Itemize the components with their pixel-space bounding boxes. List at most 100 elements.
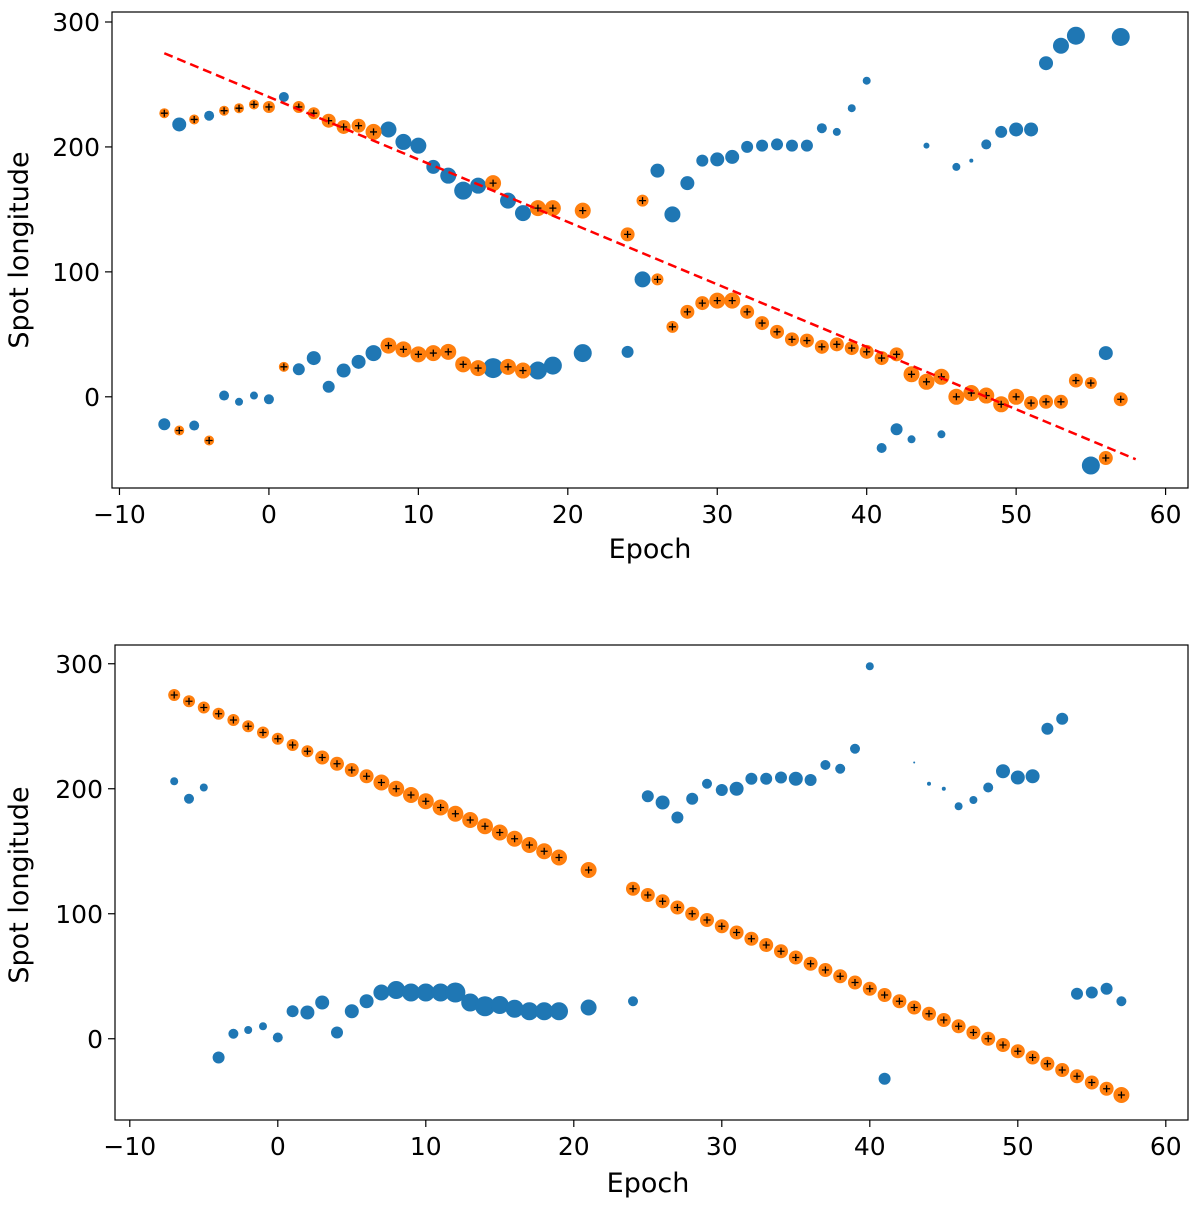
plus-marker <box>1103 1085 1111 1093</box>
fit-line <box>163 52 1137 461</box>
series-1-point <box>680 176 695 191</box>
series-1-point <box>913 761 916 764</box>
series-1-point <box>995 125 1008 138</box>
series-1-point <box>621 345 634 358</box>
series-1-point <box>1009 122 1024 137</box>
series-1-point <box>800 139 813 152</box>
plus-marker <box>392 785 400 793</box>
series-1-point <box>331 1026 343 1039</box>
plus-marker <box>653 275 661 283</box>
plus-marker <box>1117 1091 1125 1099</box>
series-1-point <box>170 777 179 786</box>
series-1-point <box>259 1022 267 1031</box>
plot-frame <box>111 11 1189 489</box>
plus-marker <box>451 810 459 818</box>
plus-marker <box>459 360 467 368</box>
x-tick-label: 60 <box>1150 1132 1182 1161</box>
series-1-point <box>702 778 712 789</box>
series-1-point <box>204 110 215 121</box>
plus-marker <box>821 966 829 974</box>
plus-marker <box>274 735 282 743</box>
series-1-point <box>359 994 374 1009</box>
series-1-point <box>184 793 194 804</box>
plus-marker <box>555 854 563 861</box>
x-axis-label: Epoch <box>609 534 692 565</box>
plus-marker <box>1042 398 1050 406</box>
plus-marker <box>205 437 213 445</box>
series-1-point <box>306 351 321 366</box>
plus-marker <box>185 697 193 705</box>
plus-marker <box>579 207 587 215</box>
series-1-point <box>804 774 817 786</box>
plus-marker <box>534 204 542 212</box>
x-tick-label: −10 <box>93 500 146 529</box>
series-1-point <box>725 149 740 164</box>
x-tick-label: 50 <box>1002 1132 1034 1161</box>
plus-marker <box>893 350 901 358</box>
series-1-point <box>788 771 803 786</box>
plus-marker <box>895 997 903 1005</box>
plus-marker <box>807 960 815 968</box>
plus-marker <box>881 991 889 999</box>
plus-marker <box>673 904 681 911</box>
plus-marker <box>851 979 859 986</box>
series-1-point <box>710 152 725 167</box>
series-1-point <box>387 981 406 999</box>
series-1-point <box>937 430 946 439</box>
plus-marker <box>481 822 489 830</box>
series-1-point <box>745 772 758 785</box>
plus-marker <box>1102 454 1110 462</box>
plus-marker <box>952 393 960 401</box>
series-1-point <box>189 420 200 431</box>
plus-marker <box>1012 393 1020 401</box>
series-1-point <box>228 1028 239 1039</box>
series-1-point <box>410 137 427 154</box>
plus-marker <box>355 122 363 130</box>
series-1-point <box>380 121 397 138</box>
plus-marker <box>1029 1054 1037 1061</box>
plus-marker <box>997 400 1005 408</box>
series-1-point <box>996 764 1010 779</box>
series-1-point <box>969 796 978 804</box>
series-1-point <box>923 142 930 149</box>
series-1-point <box>686 792 699 805</box>
series-1-point <box>528 361 547 380</box>
plus-marker <box>803 337 811 345</box>
series-1-point <box>785 139 798 152</box>
x-ticks: −10 0 10 20 30 40 50 60 <box>93 488 1181 529</box>
series-1-point <box>514 205 531 222</box>
series-1-point <box>475 996 495 1017</box>
plus-marker <box>758 319 766 327</box>
series-1-point <box>431 983 450 1002</box>
plus-marker <box>624 230 632 238</box>
series-1-point <box>1041 722 1054 735</box>
series-1-point <box>634 271 651 288</box>
series-1-point <box>756 139 769 152</box>
plus-marker <box>229 716 237 724</box>
series-1-point <box>907 435 916 444</box>
plus-marker <box>792 954 800 961</box>
plus-marker <box>429 349 437 357</box>
plus-marker <box>250 100 258 108</box>
plus-marker <box>639 197 647 205</box>
plus-marker <box>363 772 371 780</box>
series-1-point <box>969 158 974 163</box>
plus-marker <box>496 829 504 836</box>
series-1-point <box>158 418 171 431</box>
plus-marker <box>333 760 341 768</box>
plus-marker <box>788 335 796 343</box>
plus-marker <box>511 835 519 843</box>
plus-marker <box>170 691 178 699</box>
plus-marker <box>318 754 326 761</box>
plus-marker <box>659 897 667 905</box>
series-1-point <box>1066 26 1085 45</box>
series-1-point <box>775 771 787 784</box>
plus-marker <box>762 941 770 949</box>
series-1-point <box>835 763 846 774</box>
series-1-point <box>927 781 931 786</box>
plus-marker <box>200 704 208 711</box>
y-axis-label: Spot longitude <box>4 151 35 348</box>
plus-marker <box>629 885 637 893</box>
plus-marker <box>955 1022 963 1030</box>
x-tick-label: −10 <box>103 1132 156 1161</box>
